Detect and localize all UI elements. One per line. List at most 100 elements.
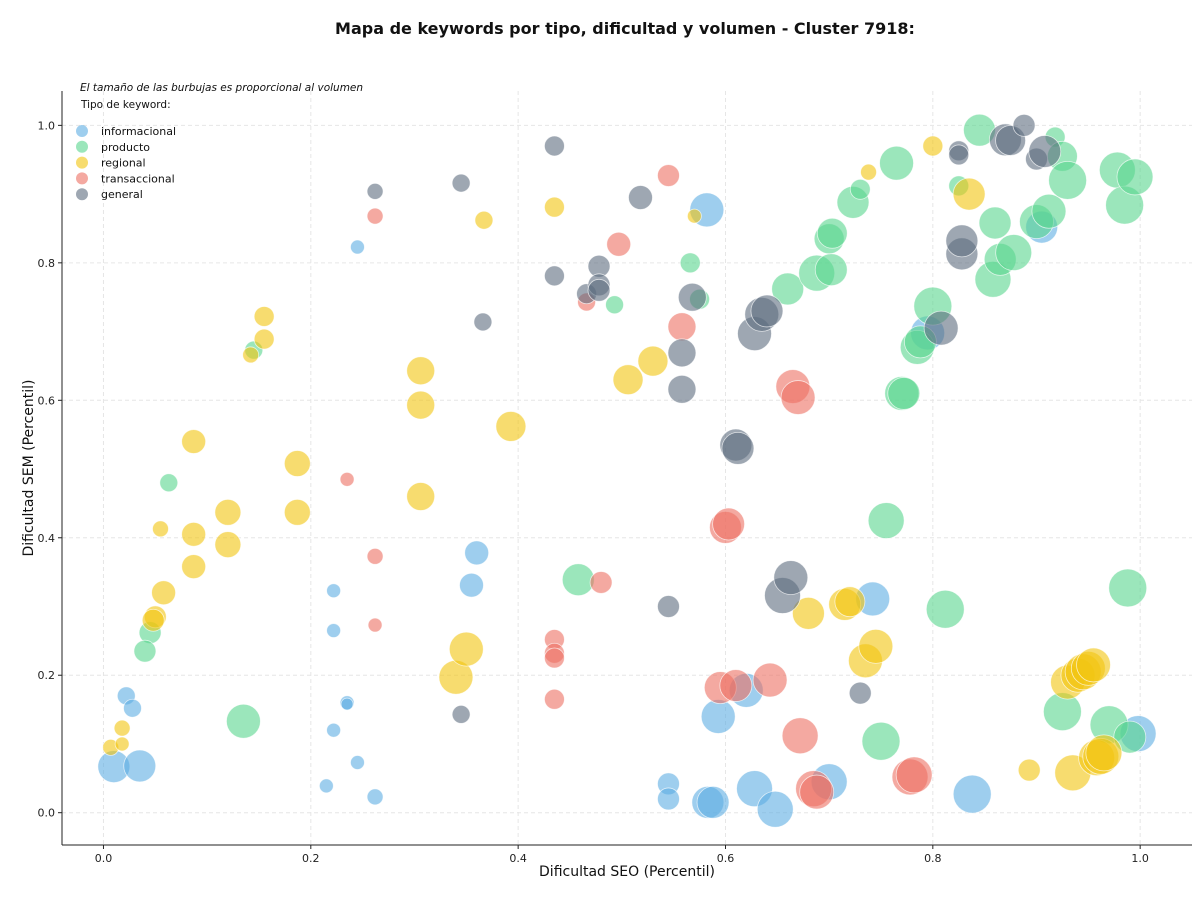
data-point (464, 540, 490, 566)
data-point (1031, 193, 1067, 229)
data-point (995, 234, 1033, 271)
data-point (589, 571, 613, 594)
data-point (326, 623, 342, 638)
data-point (923, 310, 959, 346)
data-point (657, 164, 680, 187)
data-point (406, 482, 436, 511)
series-producto (133, 113, 1154, 761)
data-point (1108, 568, 1148, 608)
data-point (848, 681, 872, 705)
data-point (686, 208, 702, 224)
data-point (750, 294, 784, 328)
data-point (700, 699, 736, 734)
data-point (152, 520, 169, 538)
series-transaccional (339, 164, 933, 810)
y-tick-label: 0.8 (38, 257, 56, 270)
data-point (756, 790, 794, 828)
data-point (366, 207, 384, 225)
data-point (721, 432, 755, 465)
x-ticks: 0.0 0.2 0.4 0.6 0.8 1.0 (95, 845, 1149, 865)
data-point (495, 411, 527, 442)
data-point (283, 450, 311, 477)
data-point (114, 736, 130, 752)
y-tick-label: 0.6 (38, 394, 56, 407)
data-point (181, 554, 207, 580)
data-point (752, 662, 788, 698)
data-point (628, 185, 653, 210)
data-point (861, 721, 901, 761)
legend-marker (76, 125, 88, 137)
data-point (226, 703, 261, 739)
data-point (667, 374, 697, 404)
data-point (780, 380, 816, 415)
legend-label: transaccional (101, 172, 175, 185)
data-point (1085, 734, 1123, 772)
data-point (451, 173, 471, 193)
data-point (366, 182, 384, 200)
series-general (366, 113, 1062, 724)
data-point (667, 338, 697, 368)
data-point (952, 177, 986, 211)
data-point (719, 669, 753, 702)
data-point (1028, 135, 1062, 168)
y-axis-label: Dificultad SEM (Percentil) (21, 380, 37, 557)
legend-label: regional (101, 157, 146, 170)
data-point (123, 749, 157, 783)
data-point (459, 572, 484, 598)
data-point (448, 631, 484, 667)
data-point (925, 589, 965, 629)
data-point (657, 787, 680, 811)
y-ticks: 0.0 0.2 0.4 0.6 0.8 1.0 (38, 119, 62, 820)
legend-marker (76, 156, 88, 169)
data-point (283, 498, 311, 526)
legend-marker (76, 140, 88, 153)
data-point (696, 785, 730, 819)
data-point (367, 617, 383, 633)
data-point (952, 774, 992, 814)
x-axis-label: Dificultad SEO (Percentil) (539, 864, 715, 880)
data-point (773, 560, 809, 596)
y-tick-label: 1.0 (38, 119, 56, 132)
data-point (637, 345, 669, 377)
data-point (340, 697, 354, 711)
data-point (948, 144, 970, 166)
data-point (799, 774, 835, 810)
x-tick-label: 1.0 (1131, 852, 1149, 865)
data-point (366, 788, 384, 806)
data-point (781, 717, 819, 755)
chart-title: Mapa de keywords por tipo, dificultad y … (335, 19, 915, 38)
data-point (350, 239, 365, 255)
data-point (242, 346, 260, 364)
legend-marker (76, 188, 88, 201)
data-point (181, 521, 207, 547)
data-point (451, 705, 471, 724)
data-point (544, 265, 565, 287)
data-point (1076, 647, 1111, 683)
data-point (181, 429, 207, 454)
legend-label: producto (101, 141, 150, 154)
x-tick-label: 0.0 (95, 852, 113, 865)
data-point (792, 596, 825, 630)
bubble-size-note: El tamaño de las burbujas es proporciona… (80, 82, 363, 94)
data-point (339, 471, 355, 487)
y-tick-label: 0.2 (38, 669, 56, 682)
data-point (561, 563, 595, 597)
data-point (473, 312, 493, 332)
data-point (816, 217, 848, 249)
data-point (834, 586, 866, 618)
data-point (406, 390, 436, 420)
data-point (887, 377, 921, 410)
data-point (587, 278, 611, 302)
data-point (978, 206, 1012, 240)
data-point (1012, 113, 1036, 137)
data-point (133, 639, 157, 663)
data-point (922, 135, 944, 157)
y-tick-label: 0.4 (38, 532, 56, 545)
data-point (253, 328, 275, 350)
data-point (860, 163, 877, 181)
data-point (712, 507, 745, 541)
data-point (895, 756, 933, 794)
data-point (1113, 720, 1147, 754)
data-point (151, 580, 176, 606)
